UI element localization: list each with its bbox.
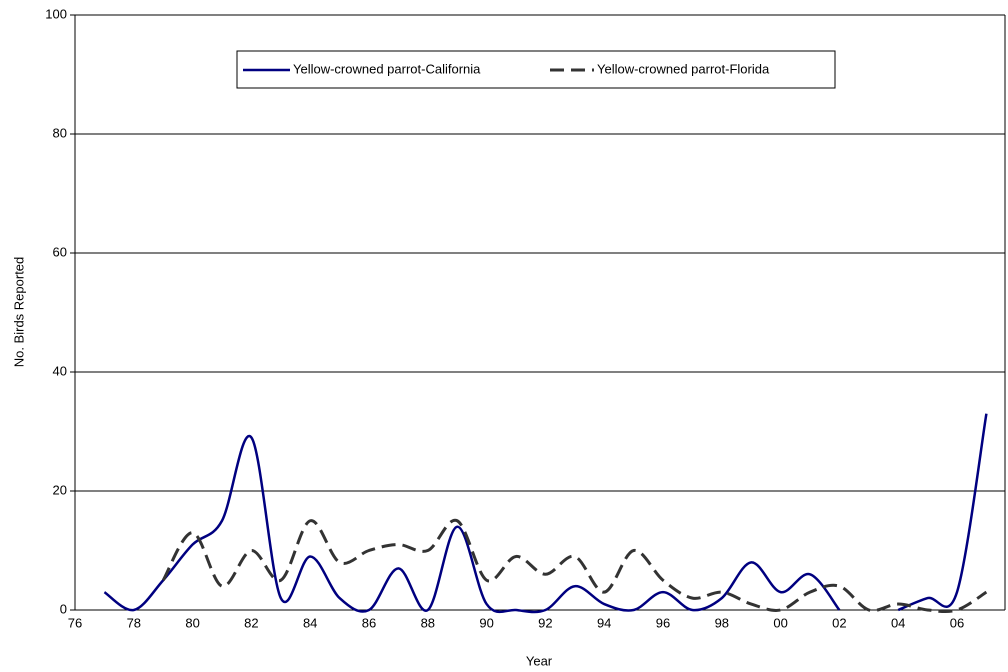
x-tick-label: 94 [597, 615, 611, 630]
y-tick-label: 40 [53, 363, 67, 378]
x-tick-label: 86 [362, 615, 376, 630]
x-tick-label: 84 [303, 615, 317, 630]
legend-box [236, 50, 836, 89]
x-axis-label: Year [526, 653, 553, 668]
series-line [103, 413, 988, 614]
x-tick-label: 88 [421, 615, 435, 630]
x-tick-label: 04 [891, 615, 905, 630]
x-tick-label: 06 [950, 615, 964, 630]
y-axis-label: No. Birds Reported [11, 257, 26, 368]
y-tick-label: 20 [53, 482, 67, 497]
legend-label: Yellow-crowned parrot-Florida [597, 61, 770, 76]
series-line [161, 518, 988, 614]
x-tick-label: 90 [479, 615, 493, 630]
x-tick-label: 80 [185, 615, 199, 630]
x-tick-label: 98 [715, 615, 729, 630]
x-tick-label: 02 [832, 615, 846, 630]
legend: Yellow-crowned parrot-California Yellow-c… [236, 50, 836, 89]
x-tick-label: 00 [773, 615, 787, 630]
y-tick-label: 0 [60, 601, 67, 616]
y-tick-label: 80 [53, 125, 67, 140]
x-tick-label: 82 [244, 615, 258, 630]
legend-label: Yellow-crowned parrot-California [293, 61, 481, 76]
y-tick-label: 100 [45, 6, 67, 21]
x-tick-label: 78 [127, 615, 141, 630]
y-tick-label: 60 [53, 244, 67, 259]
x-tick-label: 76 [68, 615, 82, 630]
x-tick-label: 96 [656, 615, 670, 630]
x-tick-label: 92 [538, 615, 552, 630]
